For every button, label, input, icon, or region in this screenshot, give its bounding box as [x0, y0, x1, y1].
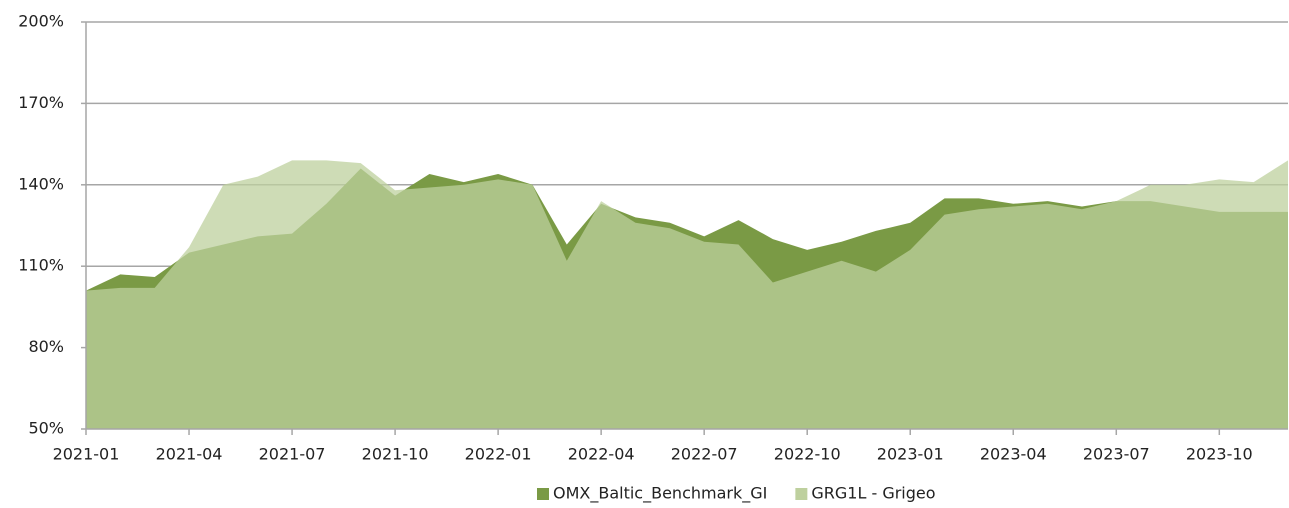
x-tick-label: 2022-01 [465, 445, 532, 464]
x-tick-label: 2021-01 [53, 445, 120, 464]
x-tick-label: 2022-10 [774, 445, 841, 464]
x-tick-label: 2023-01 [877, 445, 944, 464]
y-tick-label: 170% [18, 93, 64, 112]
y-tick-label: 140% [18, 174, 64, 193]
x-tick-label: 2023-07 [1083, 445, 1150, 464]
area [86, 160, 1288, 429]
x-tick-label: 2021-10 [362, 445, 429, 464]
x-tick-label: 2021-04 [156, 445, 223, 464]
x-tick-label: 2021-07 [259, 445, 326, 464]
y-tick-label: 110% [18, 256, 64, 275]
x-tick-label: 2022-07 [671, 445, 738, 464]
legend-label: OMX_Baltic_Benchmark_GI [553, 484, 767, 504]
legend-swatch [537, 488, 549, 500]
x-tick-label: 2023-10 [1186, 445, 1253, 464]
x-tick-label: 2022-04 [568, 445, 635, 464]
y-tick-label: 80% [28, 337, 64, 356]
legend-label: GRG1L - Grigeo [811, 484, 935, 503]
y-tick-label: 50% [28, 419, 64, 438]
legend-swatch [795, 488, 808, 500]
x-tick-label: 2023-04 [980, 445, 1047, 464]
y-tick-label: 200% [18, 12, 64, 31]
